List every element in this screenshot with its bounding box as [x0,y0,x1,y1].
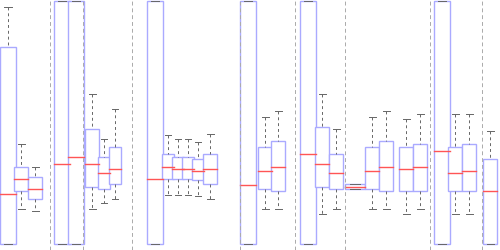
Bar [399,148,413,191]
Bar [240,2,256,244]
Bar [483,159,497,244]
Bar [192,159,204,180]
Bar [379,142,393,191]
Bar [300,2,316,244]
Bar [85,130,99,187]
Bar [258,148,272,189]
Bar [28,177,42,199]
Bar [329,154,343,189]
Bar [54,2,70,244]
Bar [98,157,110,189]
Bar [14,167,28,191]
Bar [345,184,365,189]
Bar [203,154,217,184]
Bar [365,148,379,189]
Bar [315,128,329,187]
Bar [147,2,163,244]
Bar [162,154,174,179]
Bar [68,2,84,244]
Bar [0,48,16,244]
Bar [182,157,194,179]
Bar [448,148,462,191]
Bar [172,157,184,179]
Bar [271,142,285,191]
Bar [434,2,450,244]
Bar [109,148,121,184]
Bar [462,144,476,191]
Bar [413,144,427,191]
